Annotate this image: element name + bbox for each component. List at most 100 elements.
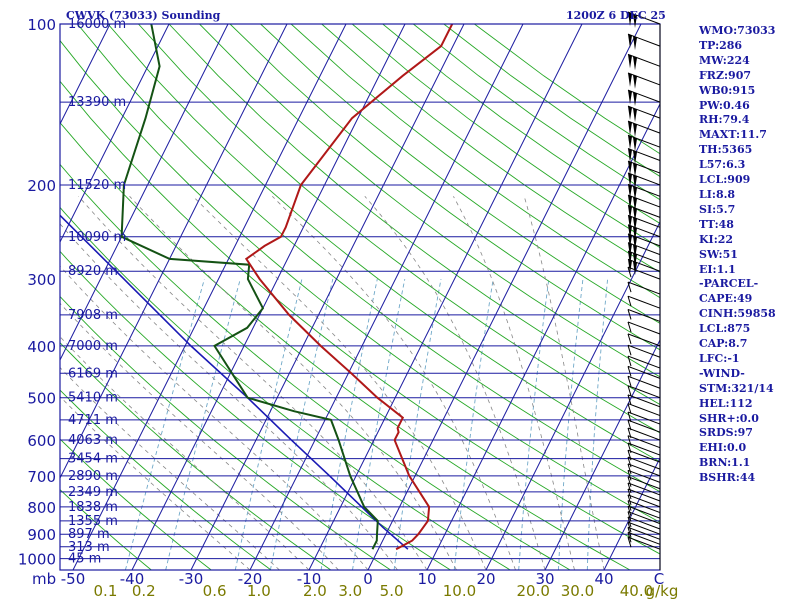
dry-adiabat-line (60, 438, 212, 570)
mixing-ratio-tick-label: 30.0 (561, 582, 594, 600)
height-label: 7000 m (68, 339, 118, 354)
stat-line: LFC:-1 (699, 351, 740, 365)
station-title: CWVK (73033) Sounding (66, 9, 221, 22)
sounding-time: 1200Z 6 DEC 25 (566, 9, 666, 22)
isotherm-line (190, 24, 465, 570)
wind-barb (627, 308, 661, 322)
mixing-ratio-line (269, 278, 334, 570)
wind-barb (627, 494, 661, 508)
stat-line: BSHR:44 (699, 471, 756, 485)
height-label: 4711 m (68, 413, 118, 428)
height-label: 3454 m (68, 452, 118, 467)
stat-line: MW:224 (699, 53, 750, 67)
mixing-ratio-tick-label: 5.0 (380, 582, 404, 600)
mixing-ratio-line (518, 279, 550, 570)
wind-barb (627, 89, 661, 107)
height-label: 2349 m (68, 485, 118, 500)
height-label: 7908 m (68, 308, 118, 323)
height-label: 1355 m (68, 514, 118, 529)
stat-line: WMO:73033 (699, 24, 776, 37)
moist-adiabat-line (60, 223, 398, 570)
dry-adiabat-line (229, 24, 660, 351)
wind-barb (627, 449, 661, 463)
stat-line: TP:286 (699, 38, 743, 52)
sounding-indices-panel: WMO:73033 TP:286 MW:224 FRZ:907 WB0:915 PW:0.… (699, 24, 776, 486)
temperature-tick-label: -30 (179, 570, 204, 588)
dewpoint-trace (120, 24, 379, 550)
pressure-tick-label: 800 (27, 499, 56, 517)
stat-line: LI:8.8 (699, 187, 736, 201)
wind-barb (627, 72, 661, 89)
moist-adiabat-line (192, 196, 487, 570)
dry-adiabat-line (60, 488, 152, 570)
dry-adiabat-line (321, 24, 660, 273)
height-label: 313 m (68, 540, 110, 555)
wind-barb (627, 403, 661, 417)
moist-adiabat-line (60, 336, 310, 570)
isotherm-line (60, 24, 288, 480)
moist-adiabat-line (60, 265, 369, 570)
height-label: 13390 m (68, 95, 126, 110)
temperature-tick-label: 20 (476, 570, 495, 588)
wind-barb (627, 411, 661, 425)
temperature-tick-label: 30 (535, 570, 554, 588)
stat-line: SW:51 (699, 247, 738, 261)
stat-line: HEL:112 (699, 396, 753, 410)
height-label: 10090 m (68, 230, 126, 245)
pressure-tick-label: 500 (27, 390, 56, 408)
wind-barb (627, 344, 661, 358)
moist-adiabat-line (60, 396, 251, 570)
mixing-ratio-tick-label: 0.2 (132, 582, 156, 600)
stat-line: LCL:909 (699, 173, 751, 187)
moist-adiabat-line (78, 196, 428, 570)
stat-line: -WIND- (699, 366, 745, 380)
wind-barb (627, 183, 661, 201)
wind-barb (627, 281, 661, 295)
sounding-profiles (60, 24, 454, 551)
temperature-axis-label: C (654, 570, 664, 588)
mixing-ratio-tick-label: 3.0 (338, 582, 362, 600)
mixing-ratio-lines (124, 278, 609, 570)
stat-line: -PARCEL- (699, 277, 759, 291)
wind-barb (627, 385, 661, 399)
wind-barb (627, 463, 661, 477)
stat-line: RH:79.4 (699, 113, 750, 127)
isotherm-line (60, 24, 229, 362)
wind-barb (627, 435, 661, 449)
dry-adiabat-line (60, 295, 391, 570)
isotherm-lines (60, 24, 660, 570)
wind-barb (627, 204, 661, 222)
temperature-tick-label: 10 (417, 570, 436, 588)
wind-barb (627, 476, 661, 490)
height-label: 8920 m (68, 264, 118, 279)
dry-adiabat-line (60, 80, 660, 555)
mixing-ratio-axis-label: g/kg (646, 582, 679, 600)
isotherm-line (60, 24, 111, 126)
pressure-tick-label: 100 (27, 16, 56, 34)
height-label: 6169 m (68, 366, 118, 381)
dry-adiabat-line (260, 24, 660, 324)
wind-barb (627, 333, 661, 347)
wind-barb (627, 536, 661, 550)
height-label: 2890 m (68, 469, 118, 484)
dry-adiabat-line (60, 121, 631, 570)
moist-adiabat-line (272, 196, 516, 570)
mixing-ratio-line (586, 279, 609, 570)
parcel-trace (60, 214, 409, 550)
mixing-ratio-tick-label: 0.6 (203, 582, 227, 600)
isotherm-line (60, 24, 170, 244)
wind-barb (627, 194, 661, 212)
height-label: 1838 m (68, 500, 118, 515)
height-label: 16000 m (68, 17, 126, 32)
wind-barb (627, 521, 661, 535)
pressure-tick-label: 200 (27, 177, 56, 195)
wind-barb (627, 148, 661, 165)
wind-barb (627, 258, 661, 276)
moist-adiabat-line (129, 196, 457, 570)
stat-line: BRN:1.1 (699, 456, 751, 470)
temperature-tick-label: 40 (594, 570, 613, 588)
isobar-lines (60, 24, 660, 560)
wind-barb (627, 214, 661, 232)
dry-adiabat-line (107, 24, 660, 463)
